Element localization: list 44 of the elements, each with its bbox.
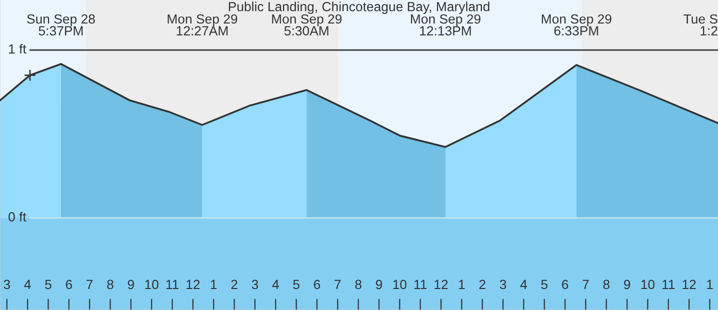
x-tick-label: 10 <box>145 280 158 290</box>
x-tick-label: 1 <box>707 280 713 290</box>
x-tick-label: 8 <box>603 280 610 290</box>
x-tick-label: 6 <box>314 280 320 290</box>
x-tick-label: 3 <box>500 280 506 290</box>
x-tick-label: 8 <box>107 280 114 290</box>
x-tick-label: 4 <box>24 280 31 290</box>
x-tick-label: 10 <box>641 280 655 290</box>
x-tick-label: 1 <box>459 280 465 290</box>
x-tick-label: 11 <box>662 280 675 290</box>
x-tick-label: 7 <box>334 280 341 290</box>
x-tick-label: 5 <box>541 280 548 290</box>
x-tick-label: 12 <box>682 280 696 290</box>
x-tick-label: 7 <box>86 280 93 290</box>
x-tick-label: 1 <box>210 280 217 290</box>
x-tick-label: 10 <box>393 280 406 290</box>
annotation: Mon Sep 29 12:27AM <box>168 14 238 36</box>
y-tick-label: 0 ft <box>8 212 26 222</box>
annotation: Mon Sep 29 12:13PM <box>410 14 480 36</box>
x-tick-label: 5 <box>293 280 300 290</box>
y-tick-label: 1 ft <box>9 44 26 54</box>
x-tick-label: 12 <box>434 280 448 290</box>
annotation: Sun Sep 28 5:37PM <box>27 14 95 36</box>
x-tick-label: 11 <box>414 280 427 290</box>
x-tick-label: 12 <box>186 280 200 290</box>
annotation: Mon Sep 29 6:33PM <box>542 14 612 36</box>
chart-title: Public Landing, Chincoteague Bay, Maryland <box>228 2 490 14</box>
x-tick-label: 6 <box>562 280 568 290</box>
x-tick-label: 4 <box>272 280 279 290</box>
x-tick-label: 8 <box>355 280 362 290</box>
x-tick-label: 2 <box>231 280 238 290</box>
x-tick-label: 5 <box>45 280 52 290</box>
x-tick-label: 4 <box>520 280 527 290</box>
x-tick-label: 7 <box>582 280 589 290</box>
x-tick-label: 11 <box>166 280 178 290</box>
x-tick-label: 3 <box>252 280 258 290</box>
x-tick-label: 9 <box>624 280 630 290</box>
x-tick-label: 2 <box>479 280 486 290</box>
x-tick-label: 9 <box>376 280 382 290</box>
x-tick-label: 9 <box>128 280 134 290</box>
x-tick-label: 6 <box>66 280 72 290</box>
x-tick-label: 3 <box>4 280 10 290</box>
annotation: Mon Sep 29 5:30AM <box>272 14 342 36</box>
annotation: Tue S 1:2 <box>684 14 718 36</box>
